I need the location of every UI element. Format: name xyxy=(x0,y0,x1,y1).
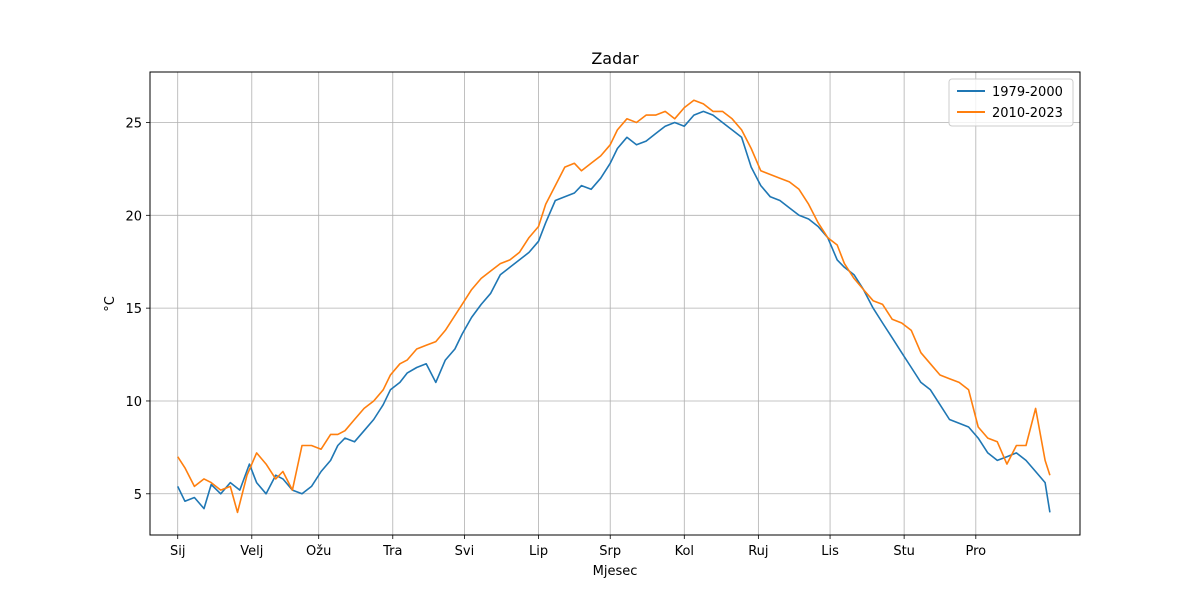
axes-frame xyxy=(149,71,1081,536)
y-tick-label-15: 15 xyxy=(125,302,142,317)
y-tick-label-10: 10 xyxy=(125,395,142,410)
y-axis-ticks: 5 10 15 20 25 xyxy=(125,116,150,503)
series-line-1979-2000 xyxy=(176,110,1051,513)
chart-title: Zadar xyxy=(591,49,639,68)
x-axis-ticks: Sij Velj Ožu Tra Svi Lip Srp Kol Ruj Lis Stu Pro xyxy=(170,535,986,559)
x-tick-label-pro: Pro xyxy=(966,544,987,559)
x-tick-label-kol: Kol xyxy=(675,544,694,559)
x-tick-label-lis: Lis xyxy=(821,544,839,559)
x-tick-label-lip: Lip xyxy=(529,544,548,559)
y-tick-label-20: 20 xyxy=(125,209,142,224)
grid-lines xyxy=(150,72,1080,535)
legend: 1979-2000 2010-2023 xyxy=(948,78,1074,127)
y-tick-label-25: 25 xyxy=(125,116,142,131)
x-tick-label-sij: Sij xyxy=(170,544,185,559)
x-tick-label-ožu: Ožu xyxy=(306,544,331,559)
y-axis-label: °C xyxy=(103,296,118,312)
x-tick-label-svi: Svi xyxy=(455,544,475,559)
series-layer xyxy=(176,99,1051,514)
x-tick-label-tra: Tra xyxy=(382,544,402,559)
x-tick-label-velj: Velj xyxy=(240,544,263,559)
legend-label-1979-2000: 1979-2000 xyxy=(992,85,1063,100)
legend-label-2010-2023: 2010-2023 xyxy=(992,106,1063,121)
x-tick-label-stu: Stu xyxy=(893,544,915,559)
x-tick-label-srp: Srp xyxy=(599,544,621,559)
y-tick-label-5: 5 xyxy=(134,488,142,503)
x-axis-label: Mjesec xyxy=(593,564,638,579)
series-line-2010-2023 xyxy=(177,99,1051,514)
x-tick-label-ruj: Ruj xyxy=(748,544,768,559)
